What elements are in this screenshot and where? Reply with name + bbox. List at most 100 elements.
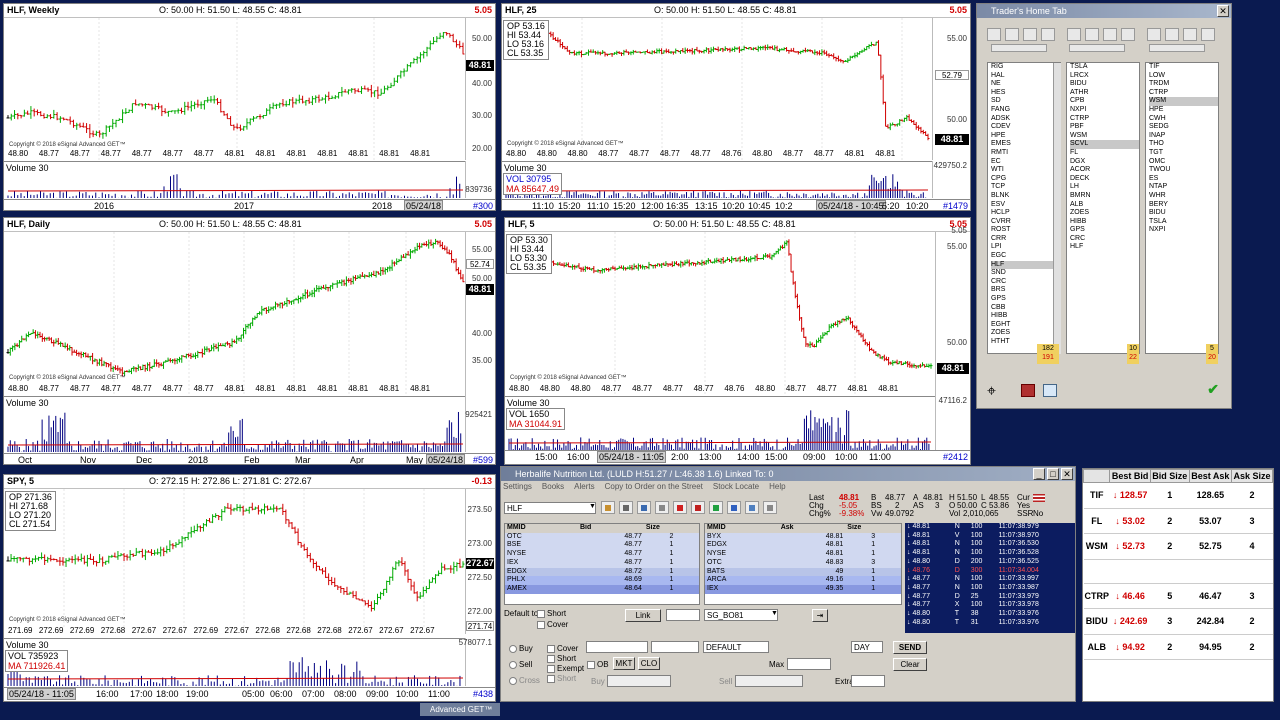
watchlist-item[interactable]: INAP — [1149, 131, 1166, 139]
book-row[interactable]: NYSE 48.77 1 — [505, 550, 699, 559]
watchlist-item[interactable]: EMES — [991, 140, 1011, 148]
quote-board[interactable]: Best Bid Bid Size Best Ask Ask Size TIF ↓ 12… — [1082, 468, 1274, 702]
toolbar-icon[interactable] — [709, 501, 723, 514]
bid-book[interactable]: MMID Bid Size OTC 48.77 2 BSE 48.77 1 NYSE 48.77 1 I… — [504, 523, 700, 605]
extra-input[interactable] — [851, 675, 885, 687]
toolbar-icon[interactable] — [1067, 28, 1081, 41]
toolbar-icon[interactable] — [1041, 28, 1055, 41]
maximize-icon[interactable]: □ — [1047, 468, 1059, 480]
buy-field[interactable] — [607, 675, 671, 687]
column-header[interactable] — [1083, 469, 1111, 483]
mkt-button[interactable]: MKT — [613, 657, 635, 670]
watchlist-item[interactable]: TCP — [991, 183, 1005, 191]
toolbar-icon[interactable] — [655, 501, 669, 514]
link-button[interactable]: Link — [625, 609, 661, 622]
price-input[interactable] — [651, 641, 699, 653]
quote-row[interactable]: ALB ↓ 94.92 2 94.95 2 — [1083, 634, 1273, 660]
volume-pane[interactable]: Volume 30 VOL 1650 MA 31044.91 — [505, 396, 935, 450]
book-row[interactable]: IEX 48.77 1 — [505, 558, 699, 568]
column-header[interactable]: Size — [845, 524, 901, 533]
chevron-down-icon[interactable]: ▼ — [771, 610, 778, 617]
price-axis[interactable]: 55.00 52.74 50.00 48.81 40.00 35.00 — [465, 232, 495, 396]
chart-spy-5min[interactable]: SPY, 5 O: 272.15 H: 272.86 L: 271.81 C: … — [3, 474, 496, 702]
quote-row[interactable]: WSM ↓ 52.73 2 52.75 4 — [1083, 533, 1273, 560]
price-plot[interactable] — [4, 232, 467, 396]
chart-hlf-weekly[interactable]: HLF, Weekly O: 50.00 H: 51.50 L: 48.55 C… — [3, 3, 496, 211]
watchlist-item[interactable]: CPG — [991, 174, 1007, 182]
watchlist-item[interactable]: BERY — [1149, 200, 1168, 208]
column-header[interactable]: MMID — [705, 524, 779, 533]
price-plot[interactable] — [4, 489, 467, 629]
watchlist-item[interactable]: CVRR — [991, 217, 1011, 225]
watchlist-item[interactable]: HLF — [1070, 243, 1084, 251]
book-row[interactable]: BYX 48.81 3 — [705, 532, 901, 542]
watchlist-item[interactable]: RMTI — [991, 148, 1009, 156]
column-header[interactable]: Best Ask — [1188, 469, 1232, 483]
watchlist-item[interactable]: HAL — [991, 71, 1005, 79]
watchlist-item[interactable]: ATHR — [1070, 88, 1089, 96]
watchlist-item[interactable]: LOW — [1149, 71, 1165, 79]
book-row[interactable]: BSE 48.77 1 — [505, 541, 699, 551]
watchlist-item[interactable]: TRDM — [1149, 80, 1170, 88]
watchlist-item[interactable]: EGC — [991, 252, 1007, 260]
watchlist-item[interactable]: DECK — [1070, 174, 1090, 182]
toolbar-icon[interactable] — [763, 501, 777, 514]
column-header[interactable]: MMID — [505, 524, 578, 533]
book-row[interactable]: OTC 48.77 2 — [505, 532, 699, 542]
chevron-down-icon[interactable]: ▼ — [589, 503, 596, 510]
watchlist-item[interactable]: ES — [1149, 174, 1159, 182]
time-axis[interactable]: 05/24/18 - 11:05 16:00 17:00 18:00 19:00… — [4, 687, 495, 700]
traders-home-window[interactable]: Trader's Home Tab ✕ RIG HAL NE HES SD FANG ADS… — [976, 3, 1232, 409]
watchlist-item[interactable]: NXPI — [1070, 105, 1087, 113]
book-row[interactable]: PHLX 48.69 1 — [505, 576, 699, 585]
route-config-button[interactable]: ⇥ — [812, 609, 828, 622]
watchlist-item[interactable]: TWOU — [1149, 166, 1171, 174]
taskbar-item[interactable]: Advanced GET™ — [420, 703, 500, 716]
buy-radio[interactable]: Buy — [509, 644, 533, 653]
chart-hlf-25min[interactable]: HLF, 25 O: 50.00 H: 51.50 L: 48.55 C: 48… — [501, 3, 971, 211]
chart-hlf-daily[interactable]: HLF, Daily O: 50.00 H: 51.50 L: 48.55 C:… — [3, 217, 496, 465]
toolbar-icon[interactable] — [991, 44, 1047, 52]
toolbar-icon[interactable] — [691, 501, 705, 514]
watchlist-3[interactable]: TIF LOW TRDM CTRP WSM HPE CWH SEDG INAP THO TGT OMC… — [1145, 62, 1219, 354]
toolbar-icon[interactable] — [1183, 28, 1197, 41]
briefcase-icon[interactable] — [1021, 384, 1035, 397]
toolbar-icon[interactable] — [1103, 28, 1117, 41]
toolbar-icon[interactable] — [1005, 28, 1019, 41]
watchlist-item[interactable]: BIDU — [1149, 209, 1166, 217]
column-header[interactable]: Best Bid — [1109, 469, 1151, 483]
menu-item[interactable]: Help — [769, 482, 786, 491]
watchlist-item[interactable]: CPB — [1070, 97, 1085, 105]
cover-option[interactable]: Cover — [547, 644, 578, 653]
watchlist-item[interactable]: EGHT — [991, 320, 1011, 328]
watchlist-item[interactable]: HPE — [991, 131, 1006, 139]
watchlist-item[interactable]: NE — [991, 80, 1001, 88]
cross-radio[interactable]: Cross — [509, 676, 540, 685]
link-select[interactable] — [666, 609, 700, 621]
watchlist-item[interactable]: THO — [1149, 140, 1164, 148]
menu-item[interactable]: Settings — [503, 482, 532, 491]
watchlist-item[interactable]: CTRP — [1070, 114, 1090, 122]
menu-item[interactable]: Books — [541, 482, 565, 491]
watchlist-item[interactable]: TSLA — [1070, 63, 1088, 70]
watchlist-item[interactable]: WSM — [1149, 97, 1218, 106]
time-axis[interactable]: 11:10 15:20 11:10 15:20 12:00 16:35 13:1… — [502, 199, 970, 210]
crosshair-icon[interactable]: ⌖ — [987, 383, 997, 400]
watchlist-item[interactable]: SD — [991, 97, 1001, 105]
watchlist-item[interactable]: PBF — [1070, 123, 1084, 131]
watchlist-item[interactable]: BLNK — [991, 191, 1010, 199]
send-button[interactable]: SEND — [893, 641, 927, 654]
time-and-sales[interactable]: ↓ 48.81 N 100 11:07:38.979 ↓ 48.81 V 100 11:07:… — [905, 523, 1075, 633]
sell-radio[interactable]: Sell — [509, 660, 532, 669]
column-header[interactable]: Bid — [577, 524, 644, 533]
watchlist-item[interactable]: CTRP — [1149, 88, 1169, 96]
price-axis[interactable]: 5.05 55.00 50.00 48.81 — [935, 226, 970, 396]
book-row[interactable]: AMEX 48.64 1 — [505, 584, 699, 594]
quantity-input[interactable] — [586, 641, 648, 653]
watchlist-item[interactable]: BMRN — [1070, 191, 1091, 199]
window-icon[interactable] — [1043, 384, 1057, 397]
price-plot[interactable] — [502, 18, 932, 160]
quote-row[interactable]: TIF ↓ 128.57 1 128.65 2 — [1083, 482, 1273, 509]
watchlist-item[interactable]: ROST — [991, 226, 1011, 234]
quote-row[interactable]: FL ↓ 53.02 2 53.07 3 — [1083, 508, 1273, 534]
